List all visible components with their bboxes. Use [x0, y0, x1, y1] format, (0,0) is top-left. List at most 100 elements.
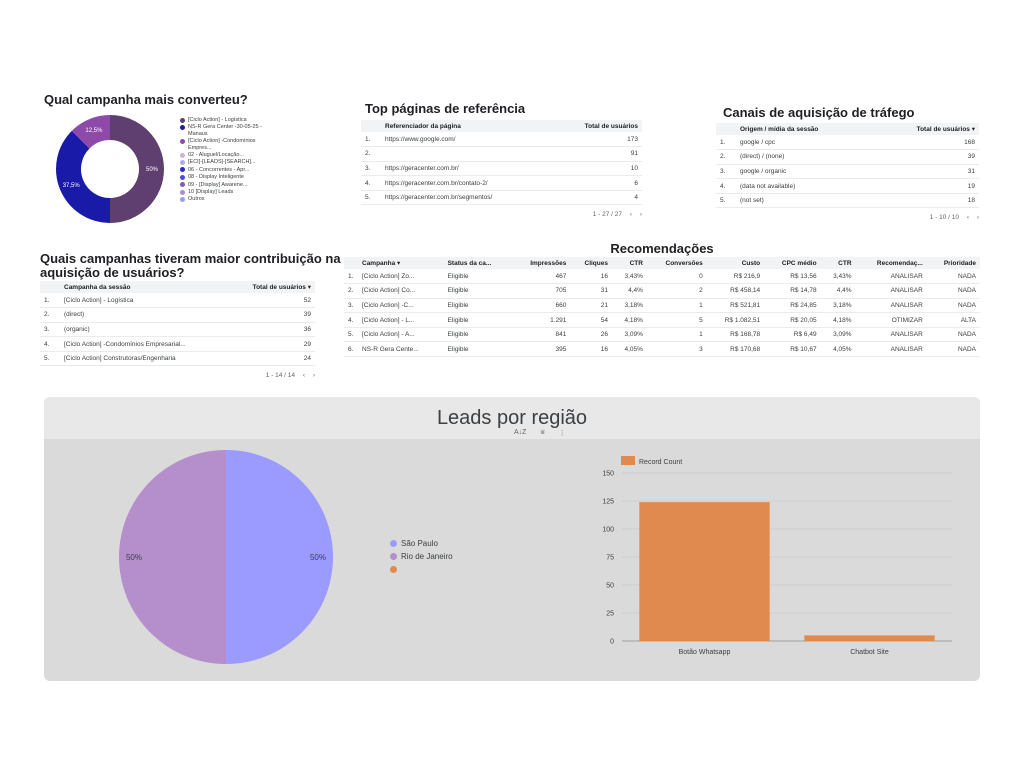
- referrer-page: https://geracenter.com.br/contato-2/: [381, 175, 552, 191]
- legend-item[interactable]: [Ciclo Action] -Condomínios Empres...: [180, 138, 270, 151]
- pie-slice[interactable]: [71, 115, 110, 149]
- recs-cell: 26: [570, 327, 612, 343]
- table-row[interactable]: 6. NS-R Gera Cente... Eligible 395 16 4,05% 3 R…: [344, 341, 980, 358]
- legend-item[interactable]: Rio de Janeiro: [390, 552, 453, 561]
- pager-next-icon[interactable]: ›: [639, 211, 642, 219]
- table-row[interactable]: 4. [Ciclo Action] - L... Eligible 1.291 54 4,…: [344, 312, 980, 328]
- legend-item[interactable]: 10 [Display] Leads: [180, 189, 270, 195]
- table-row[interactable]: 5. (not set) 18: [716, 193, 979, 209]
- legend-item[interactable]: [ECI]-[LEADS]-[SEARCH]...: [180, 159, 270, 165]
- recs-header-5[interactable]: Conversões: [646, 257, 707, 269]
- recs-cell: 3,09%: [820, 327, 856, 343]
- bar[interactable]: [639, 502, 770, 641]
- channels-header-users[interactable]: Total de usuários ▾: [873, 123, 979, 135]
- table-row[interactable]: 4. [Ciclo Action] -Condomínios Empresaria…: [40, 336, 315, 352]
- table-row[interactable]: 4. (data not available) 19: [716, 178, 979, 194]
- legend-item[interactable]: [390, 565, 453, 574]
- table-row[interactable]: 2. (direct) 39: [40, 307, 315, 323]
- row-index: 4.: [361, 175, 381, 191]
- contrib-campaign: [Ciclo Action] -Condomínios Empresarial.…: [60, 336, 229, 352]
- table-row[interactable]: 1. [Ciclo Action] - Logística 52: [40, 293, 315, 309]
- recs-header-4[interactable]: CTR: [611, 257, 647, 269]
- recs-cell: NS-R Gera Cente...: [358, 341, 444, 358]
- recs-cell: 4,05%: [611, 341, 647, 358]
- referrer-users: 4: [551, 190, 642, 206]
- recs-cell: NADA: [926, 327, 980, 343]
- referrers-header-page[interactable]: Referenciador da página: [381, 120, 552, 132]
- referrers-pager: 1 - 27 / 27 ‹ ›: [361, 211, 642, 218]
- table-row[interactable]: 4. https://geracenter.com.br/contato-2/6: [361, 175, 642, 191]
- legend-item[interactable]: 08 - Display Inteligente: [180, 174, 270, 180]
- channels-header-source[interactable]: Origem / mídia da sessão: [736, 123, 874, 135]
- leads-pie-chart[interactable]: 50% 50%: [100, 440, 350, 672]
- recs-cell: 4,4%: [611, 283, 647, 299]
- more-vert-icon[interactable]: ⋮: [558, 430, 566, 437]
- table-row[interactable]: 3. [Ciclo Action] -C... Eligible 660 21 3,18%…: [344, 298, 980, 314]
- table-row[interactable]: 1. https://www.google.com/173: [361, 132, 642, 148]
- channel-users: 168: [873, 135, 979, 151]
- contrib-users: 24: [228, 351, 315, 367]
- pager-next-icon[interactable]: ›: [976, 214, 979, 222]
- y-tick-label: 75: [606, 555, 614, 562]
- contrib-header-users[interactable]: Total de usuários ▾: [228, 281, 315, 293]
- pie-slice[interactable]: [226, 450, 333, 664]
- contrib-header-campaign[interactable]: Campanha da sessão: [60, 281, 229, 293]
- y-tick-label: 25: [606, 611, 614, 618]
- table-row[interactable]: 5. https://geracenter.com.br/segmentos/4: [361, 190, 642, 206]
- recs-header-9[interactable]: Recomendaç...: [855, 257, 927, 269]
- recs-header-6[interactable]: Custo: [706, 257, 765, 269]
- legend-item[interactable]: Outros: [180, 196, 270, 202]
- campaign-chart-legend: [Ciclo Action] - Logística NS-R Gera Cent…: [180, 117, 270, 204]
- legend-item[interactable]: 02 - Aluguel/Locação...: [180, 152, 270, 158]
- legend-item[interactable]: 06 - Concorrentes - Apr...: [180, 167, 270, 173]
- campaign-donut-chart[interactable]: 50% 37,5% 12,5%: [52, 112, 170, 228]
- recs-header-10[interactable]: Prioridade: [926, 257, 980, 269]
- recs-cell: R$ 24,85: [764, 298, 821, 314]
- bar[interactable]: [804, 635, 935, 641]
- pager-next-icon[interactable]: ›: [312, 372, 315, 380]
- recs-cell: R$ 216,9: [706, 269, 765, 285]
- slice-label: 50%: [146, 167, 159, 173]
- recs-cell: 1.291: [511, 312, 571, 328]
- pie-slice[interactable]: [119, 450, 226, 664]
- recs-cell: R$ 1.082,51: [706, 312, 765, 328]
- recs-header-1[interactable]: Status da ca...: [443, 257, 512, 269]
- legend-item[interactable]: São Paulo: [390, 539, 453, 548]
- table-row[interactable]: 3. https://geracenter.com.br/10: [361, 161, 642, 177]
- sort-az-icon[interactable]: A↓Z: [514, 429, 527, 436]
- pie-slice[interactable]: [110, 115, 164, 223]
- recs-header-0[interactable]: Campanha ▾: [358, 257, 444, 269]
- legend-label: 02 - Aluguel/Locação...: [188, 152, 244, 159]
- table-row[interactable]: 3. google / organic 31: [716, 164, 979, 180]
- filter-icon[interactable]: ⩸: [540, 429, 545, 436]
- pager-prev-icon[interactable]: ‹: [966, 214, 970, 222]
- legend-item[interactable]: NS-R Gera Center -30-05-25 -Manaus: [180, 124, 270, 137]
- y-tick-label: 0: [610, 639, 614, 646]
- row-index: 3.: [344, 298, 358, 314]
- legend-item[interactable]: 09 - [Display] Awarene...: [180, 182, 270, 188]
- table-row[interactable]: 5. [Ciclo Action] Construtoras/Engenharia…: [40, 351, 315, 367]
- recs-header-8[interactable]: CTR: [820, 257, 856, 269]
- table-row[interactable]: 3. (organic) 36: [40, 322, 315, 338]
- table-row[interactable]: 2. [Ciclo Action] Co... Eligible 705 31 4,4% 2…: [344, 283, 980, 299]
- legend-item[interactable]: [Ciclo Action] - Logística: [180, 117, 270, 123]
- pie-slice[interactable]: [55, 130, 110, 223]
- contrib-pager: 1 - 14 / 14 ‹ ›: [40, 372, 315, 379]
- table-row[interactable]: 5. [Ciclo Action] - A... Eligible 841 26 3,09…: [344, 327, 980, 343]
- recs-cell: 1: [646, 298, 707, 314]
- pager-prev-icon[interactable]: ‹: [302, 372, 306, 380]
- recs-header-2[interactable]: Impressões: [511, 257, 571, 269]
- recs-cell: ANALISAR: [855, 269, 927, 285]
- table-row[interactable]: 1. [Ciclo Action] Zo... Eligible 467 16 3,43%…: [344, 269, 980, 285]
- table-row[interactable]: 2. 91: [361, 146, 642, 162]
- legend-label: 06 - Concorrentes - Apr...: [188, 166, 250, 173]
- referrers-header-users[interactable]: Total de usuários: [551, 120, 642, 132]
- recs-header-7[interactable]: CPC médio: [764, 257, 821, 269]
- table-row[interactable]: 1. google / cpc 168: [716, 135, 979, 151]
- slice-label: 50%: [126, 553, 142, 562]
- recs-header-3[interactable]: Cliques: [570, 257, 612, 269]
- table-row[interactable]: 2. (direct) / (none) 39: [716, 149, 979, 165]
- pager-prev-icon[interactable]: ‹: [629, 211, 633, 219]
- leads-bar-chart[interactable]: Record Count 0 25 50 75 100 125 150 Botão Whatsa…: [590, 450, 960, 665]
- recs-cell: [Ciclo Action] Co...: [358, 283, 444, 299]
